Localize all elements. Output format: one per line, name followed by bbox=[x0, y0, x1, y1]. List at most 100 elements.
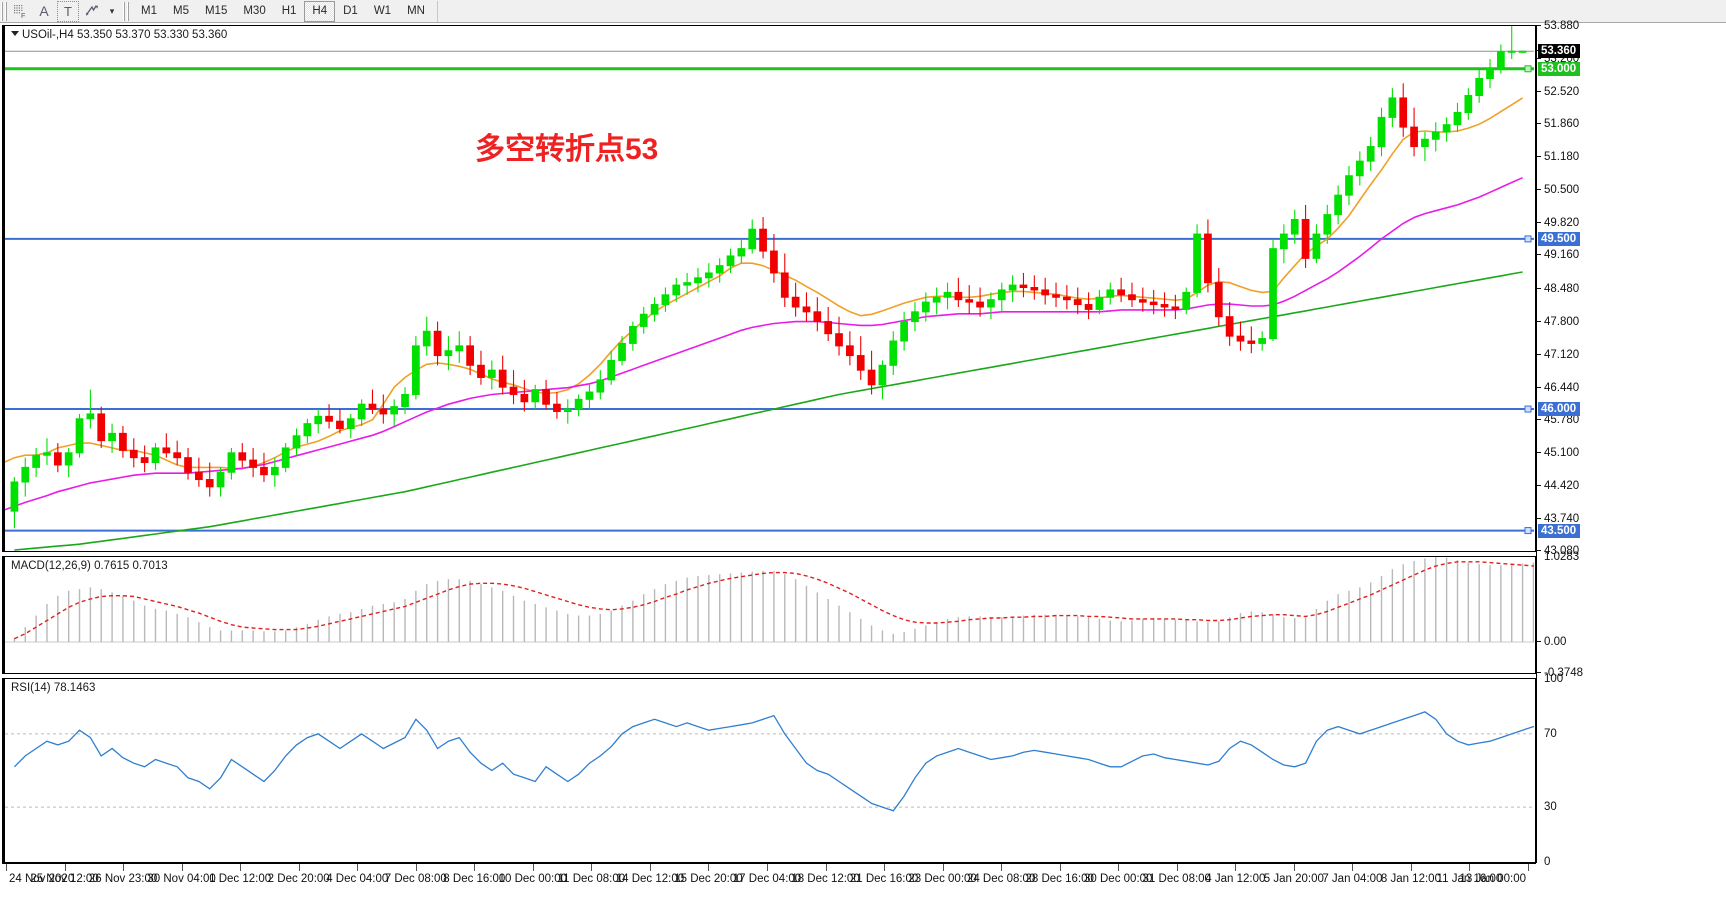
time-axis-label: 4 Dec 04:00 bbox=[326, 873, 388, 885]
text-label-a-icon[interactable]: A bbox=[33, 1, 55, 22]
candlestick bbox=[346, 413, 355, 439]
time-axis-label-text: 15 Dec 20:00 bbox=[674, 873, 743, 885]
time-axis-tick bbox=[649, 864, 651, 871]
timeframe-button-m5[interactable]: M5 bbox=[165, 1, 197, 22]
chart-canvas-area[interactable]: USOil-,H4 53.350 53.370 53.330 53.360 多空… bbox=[0, 20, 1726, 897]
candlestick bbox=[965, 285, 974, 315]
price-level-badge-46.000[interactable]: 46.000 bbox=[1538, 402, 1581, 417]
price-scale-tick-label: 49.160 bbox=[1544, 249, 1580, 262]
price-level-badge-53.000[interactable]: 53.000 bbox=[1538, 61, 1581, 76]
candlestick bbox=[856, 336, 865, 380]
level-handle[interactable] bbox=[1524, 527, 1532, 535]
candlestick bbox=[900, 311, 908, 351]
timeframe-label: M30 bbox=[243, 5, 266, 17]
collapse-caret-icon[interactable] bbox=[11, 31, 19, 36]
tick-dash bbox=[1537, 550, 1541, 551]
candlestick bbox=[1258, 331, 1267, 351]
candlestick bbox=[650, 297, 659, 322]
chart-annotation-text: 多空转折点53 bbox=[475, 124, 658, 168]
time-axis-label-text: 26 Nov 23:00 bbox=[88, 873, 158, 885]
candlestick bbox=[10, 477, 19, 529]
price-scale-tick-label: 44.420 bbox=[1544, 479, 1580, 492]
price-pane[interactable]: USOil-,H4 53.350 53.370 53.330 53.360 多空… bbox=[2, 25, 1536, 552]
rsi-line bbox=[13, 711, 1534, 812]
time-axis-tick bbox=[1410, 864, 1412, 871]
candlestick bbox=[987, 292, 995, 320]
price-scale-tick: 45.780 bbox=[1537, 414, 1579, 426]
time-axis-label-text: 25 Nov 12:00 bbox=[30, 873, 99, 885]
time-axis-label: 30 Nov 04:00 bbox=[147, 873, 215, 885]
candlestick bbox=[97, 406, 106, 448]
candlestick bbox=[780, 253, 789, 307]
time-axis-tick bbox=[1176, 864, 1178, 871]
time-axis-label-text: 21 Dec 16:00 bbox=[849, 873, 919, 885]
price-level-value: 43.500 bbox=[1541, 524, 1577, 537]
candlestick bbox=[1117, 277, 1125, 303]
rsi-indicator-label[interactable]: RSI(14) 78.1463 bbox=[11, 682, 95, 694]
tick-dash bbox=[1537, 156, 1541, 158]
timeframe-button-m30[interactable]: M30 bbox=[235, 1, 273, 22]
time-axis-label: 5 Jan 20:00 bbox=[1264, 873, 1324, 885]
timeframe-button-m1[interactable]: M1 bbox=[133, 1, 165, 22]
time-axis-label: 11 Dec 08:00 bbox=[558, 873, 626, 885]
price-scale-tick-label: 47.120 bbox=[1544, 348, 1580, 361]
timeframe-button-w1[interactable]: W1 bbox=[366, 1, 399, 22]
price-scale[interactable]: 53.88053.36053.20052.52051.86051.18050.5… bbox=[1536, 20, 1726, 868]
candlestick bbox=[661, 287, 670, 312]
dropdown-arrow-icon[interactable]: ▾ bbox=[105, 1, 119, 22]
main-toolbar: F A T ▾ M1 M5 M15 M30 H1 H4 D1 W1 MN bbox=[0, 0, 1726, 23]
toolbar-empty-space bbox=[436, 0, 1726, 22]
toolbar-separator bbox=[123, 1, 130, 21]
rsi-pane[interactable]: RSI(14) 78.1463 bbox=[2, 678, 1536, 863]
level-handle[interactable] bbox=[1524, 405, 1532, 413]
level-handle[interactable] bbox=[1524, 65, 1532, 73]
macd-pane[interactable]: MACD(12,26,9) 0.7615 0.7013 bbox=[2, 556, 1536, 674]
time-axis-tick bbox=[123, 864, 125, 871]
time-axis-label: 10 Dec 00:00 bbox=[499, 873, 567, 885]
candlestick bbox=[1345, 166, 1353, 205]
text-box-t-glyph: T bbox=[64, 3, 72, 19]
price-level-badge-49.500[interactable]: 49.500 bbox=[1538, 231, 1581, 246]
time-axis-tick bbox=[942, 864, 944, 871]
candlestick bbox=[1377, 107, 1386, 157]
tick-dash bbox=[1537, 320, 1541, 322]
candlestick bbox=[618, 336, 626, 366]
crosshair-f-icon[interactable]: F bbox=[9, 1, 31, 22]
candlestick bbox=[1388, 88, 1397, 128]
toolbar-drag-handle[interactable] bbox=[1, 1, 8, 21]
candlestick bbox=[509, 370, 518, 405]
time-axis-tick bbox=[240, 864, 242, 871]
macd-scale-tick: -0.3748 bbox=[1537, 667, 1583, 679]
objects-arrows-icon[interactable] bbox=[81, 1, 103, 22]
time-axis-label: 23 Dec 00:00 bbox=[908, 873, 976, 885]
time-axis[interactable]: 24 Nov 2020 25 Nov 12:00 26 Nov 23:00 30 No… bbox=[2, 863, 1536, 897]
timeframe-button-d1[interactable]: D1 bbox=[335, 1, 366, 22]
candlestick bbox=[911, 302, 919, 332]
tick-dash bbox=[1537, 418, 1541, 420]
candlestick bbox=[1355, 151, 1364, 186]
price-scale-tick-label: 48.480 bbox=[1544, 282, 1580, 295]
macd-scale-tick-label: 1.0283 bbox=[1544, 551, 1580, 563]
candlestick bbox=[1269, 238, 1277, 341]
time-axis-label-text: 11 Dec 08:00 bbox=[557, 873, 626, 885]
time-axis-label-text: 31 Dec 08:00 bbox=[1142, 873, 1211, 885]
timeframe-button-h1[interactable]: H1 bbox=[274, 1, 305, 22]
timeframe-button-h4[interactable]: H4 bbox=[304, 0, 336, 22]
symbol-header[interactable]: USOil-,H4 53.350 53.370 53.330 53.360 bbox=[11, 29, 227, 41]
candlestick bbox=[563, 399, 572, 424]
time-axis-label: 8 Jan 12:00 bbox=[1381, 873, 1441, 885]
time-axis-label: 30 Dec 00:00 bbox=[1084, 873, 1152, 885]
timeframe-button-m15[interactable]: M15 bbox=[197, 1, 235, 22]
price-level-badge-43.500[interactable]: 43.500 bbox=[1538, 523, 1581, 538]
time-axis-tick bbox=[708, 864, 710, 871]
timeframe-label: D1 bbox=[343, 5, 358, 17]
timeframe-button-mn[interactable]: MN bbox=[399, 1, 433, 22]
time-axis-tick bbox=[1059, 864, 1061, 871]
candlestick bbox=[498, 355, 507, 395]
text-box-t-icon[interactable]: T bbox=[57, 0, 79, 22]
candlestick bbox=[86, 389, 95, 429]
current-price-value: 53.360 bbox=[1541, 45, 1577, 58]
macd-indicator-label[interactable]: MACD(12,26,9) 0.7615 0.7013 bbox=[11, 560, 168, 572]
candlestick bbox=[1171, 294, 1180, 320]
level-handle[interactable] bbox=[1524, 235, 1532, 243]
